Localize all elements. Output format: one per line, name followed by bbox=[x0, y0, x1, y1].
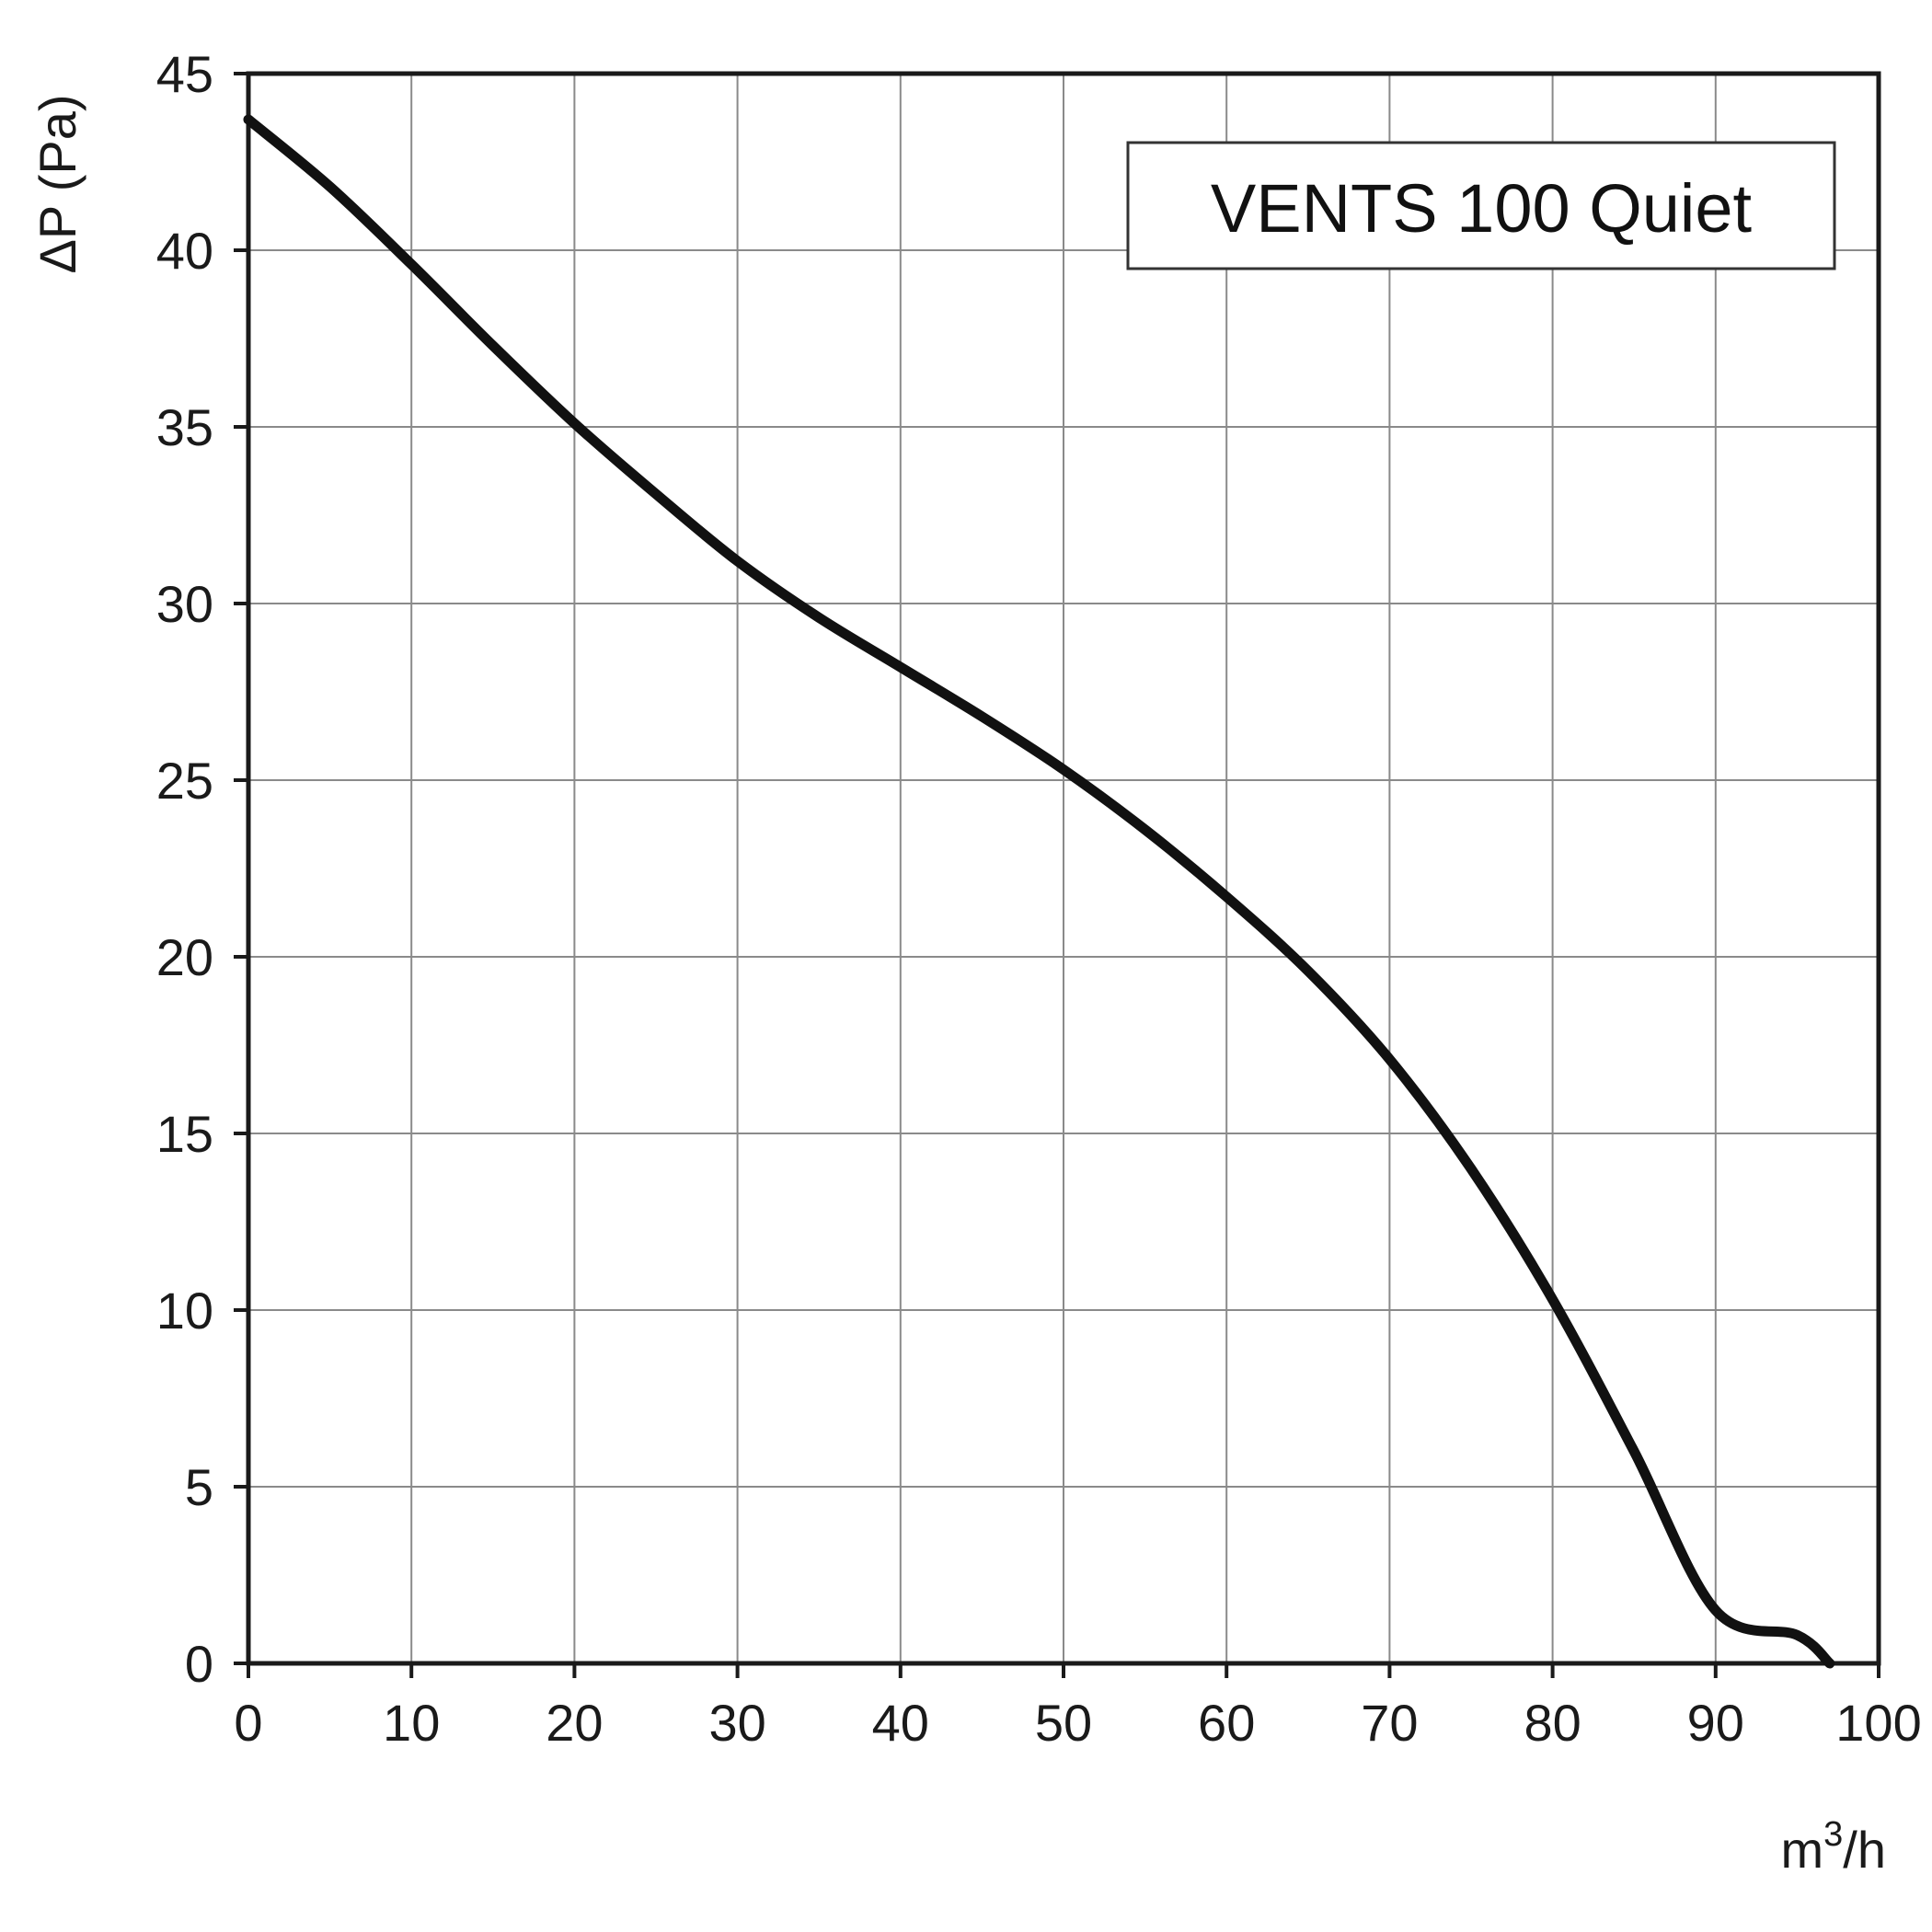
y-tick-label-30: 30 bbox=[156, 575, 213, 633]
legend-entry: VENTS 100 Quiet bbox=[1211, 170, 1753, 247]
x-tick-label-80: 80 bbox=[1524, 1694, 1581, 1752]
x-axis-label-suffix: /h bbox=[1843, 1821, 1886, 1879]
y-tick-label-35: 35 bbox=[156, 398, 213, 456]
x-tick-label-70: 70 bbox=[1361, 1694, 1418, 1752]
x-tick-label-30: 30 bbox=[708, 1694, 765, 1752]
x-tick-label-60: 60 bbox=[1198, 1694, 1255, 1752]
y-tick-label-25: 25 bbox=[156, 752, 213, 810]
grid-lines bbox=[247, 73, 1880, 1664]
legend: VENTS 100 Quiet bbox=[1126, 141, 1836, 270]
y-tick-label-40: 40 bbox=[156, 222, 213, 280]
y-tick-label-5: 5 bbox=[185, 1458, 213, 1516]
legend-box bbox=[1126, 141, 1836, 270]
x-axis-label-base: m bbox=[1781, 1821, 1824, 1879]
series-line-vents-100-quiet bbox=[243, 114, 1835, 1669]
x-tick-label-40: 40 bbox=[872, 1694, 929, 1752]
y-tick-label-15: 15 bbox=[156, 1105, 213, 1163]
x-tick-label-100: 100 bbox=[1835, 1694, 1921, 1752]
x-axis-label: m3/h bbox=[1781, 1815, 1887, 1879]
plot-frame bbox=[246, 71, 1881, 1666]
y-axis-ticks: 0 5 10 15 20 25 30 35 40 45 bbox=[156, 45, 248, 1693]
x-tick-label-0: 0 bbox=[234, 1694, 262, 1752]
x-tick-label-20: 20 bbox=[546, 1694, 603, 1752]
y-tick-label-10: 10 bbox=[156, 1282, 213, 1340]
y-axis-label: ΔP (Pa) bbox=[29, 94, 86, 273]
x-axis-label-superscript: 3 bbox=[1823, 1815, 1843, 1854]
y-tick-label-0: 0 bbox=[185, 1635, 213, 1693]
x-axis-ticks: 0 10 20 30 40 50 60 70 80 90 100 bbox=[234, 1663, 1922, 1752]
y-tick-label-20: 20 bbox=[156, 928, 213, 986]
y-tick-label-45: 45 bbox=[156, 45, 213, 103]
x-tick-label-50: 50 bbox=[1035, 1694, 1092, 1752]
x-tick-label-90: 90 bbox=[1687, 1694, 1744, 1752]
x-tick-label-10: 10 bbox=[383, 1694, 440, 1752]
